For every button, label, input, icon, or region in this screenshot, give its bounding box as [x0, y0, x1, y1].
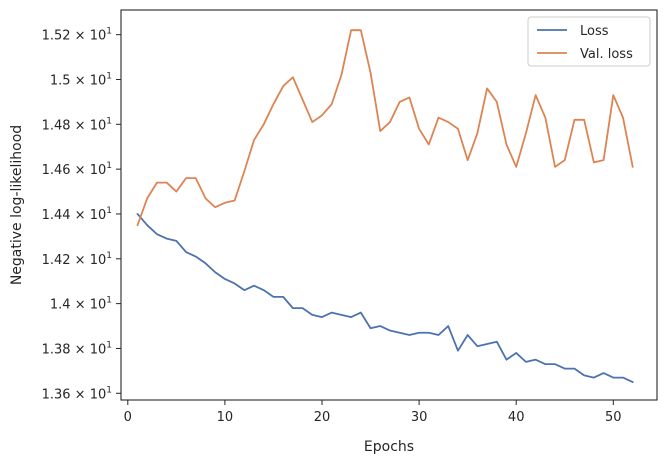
y-tick-label: 1.52 × 101: [42, 27, 112, 44]
x-axis: 0 10 20 30 40 50: [124, 400, 622, 425]
y-tick-label: 1.42 × 101: [42, 251, 112, 268]
y-tick-label: 1.48 × 101: [42, 116, 112, 133]
x-tick-label: 50: [605, 410, 622, 425]
plot-frame: [120, 9, 658, 401]
x-tick-label: 10: [217, 410, 234, 425]
y-axis-title: Negative log-likelihood: [9, 125, 25, 285]
y-tick-label: 1.36 × 101: [42, 385, 112, 402]
y-tick-label: 1.4 × 101: [50, 296, 112, 313]
y-tick-label: 1.46 × 101: [42, 161, 112, 178]
y-axis: 1.36 × 101 1.38 × 101 1.4 × 101 1.42 × 101 1…: [42, 27, 121, 402]
legend-label-loss: Loss: [580, 24, 609, 39]
legend-label-val-loss: Val. loss: [580, 47, 633, 62]
y-tick-label: 1.44 × 101: [42, 206, 112, 223]
x-tick-label: 30: [411, 410, 428, 425]
x-tick-label: 40: [508, 410, 525, 425]
plot-lines: [136, 29, 634, 383]
series-line-loss: [136, 213, 634, 383]
x-tick-label: 20: [314, 410, 331, 425]
y-tick-label: 1.5 × 101: [50, 71, 112, 88]
y-tick-label: 1.38 × 101: [42, 340, 112, 357]
x-tick-label: 0: [124, 410, 132, 425]
x-axis-title: Epochs: [364, 439, 414, 455]
legend: Loss Val. loss: [527, 16, 651, 67]
series-line-val-loss: [136, 29, 634, 227]
